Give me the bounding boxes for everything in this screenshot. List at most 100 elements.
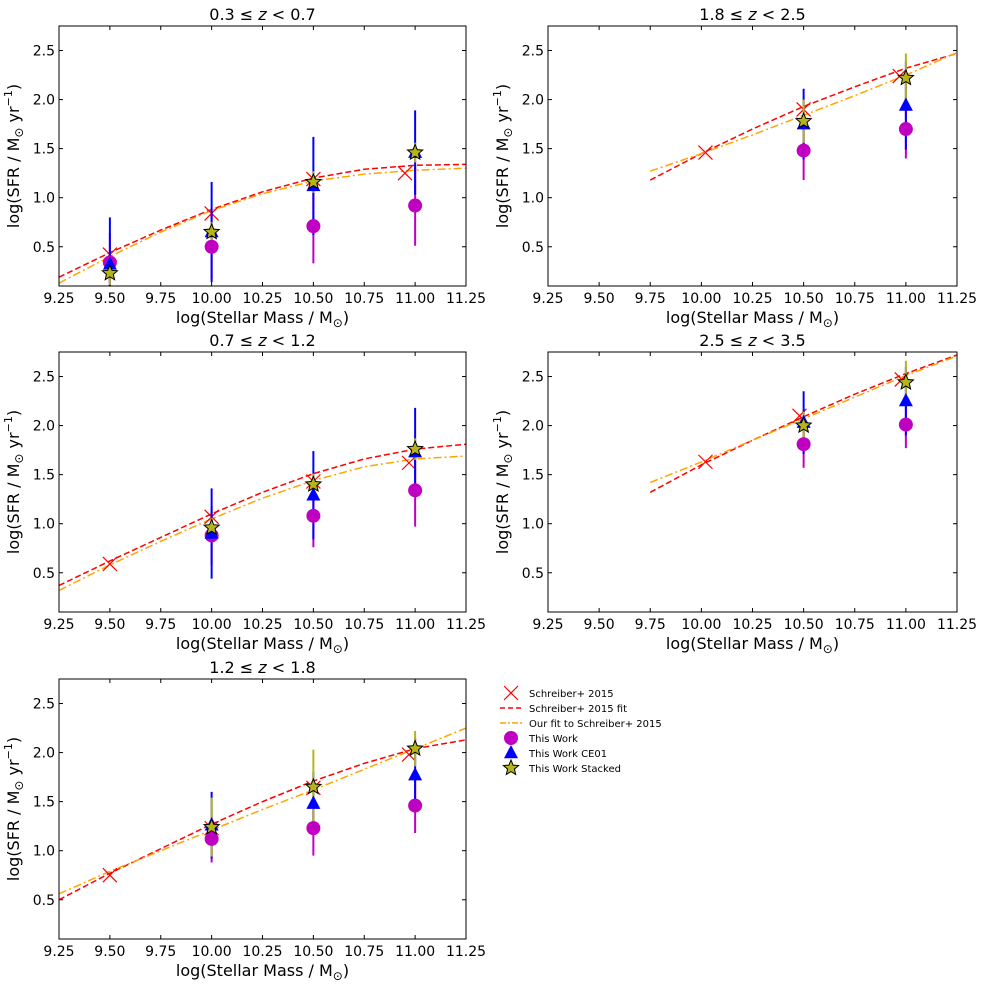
y-tick-label: 2.5 <box>522 44 544 60</box>
x-tick-label: 10.75 <box>344 291 384 307</box>
solar-subscript: ⊙ <box>501 454 515 464</box>
x-tick-label: 10.00 <box>192 291 232 307</box>
x-axis-label-close: ) <box>833 308 839 327</box>
title-suffix: < 1.2 <box>267 331 316 350</box>
x-tick-label: 11.25 <box>937 291 977 307</box>
x-axis-label: log(Stellar Mass / M⊙) <box>176 961 349 983</box>
y-tick-label: 2.0 <box>522 93 544 109</box>
title-prefix: 1.8 ≤ <box>699 5 748 24</box>
x-tick-label: 10.75 <box>344 617 384 633</box>
y-axis-label-text: log(SFR / M <box>493 464 512 554</box>
schreiber-point <box>698 145 713 160</box>
solar-subscript: ⊙ <box>823 316 833 330</box>
title-variable: z <box>747 5 757 24</box>
title-suffix: < 3.5 <box>757 331 806 350</box>
stacked-point <box>304 777 323 795</box>
y-axis-label-text: log(SFR / M <box>4 138 23 228</box>
x-tick-label: 9.75 <box>145 617 176 633</box>
y-tick-label: 1.0 <box>33 844 55 860</box>
y-tick-label: 0.5 <box>33 240 55 256</box>
legend-item-our-fit: Our fit to Schreiber+ 2015 <box>500 719 662 730</box>
y-tick-label: 1.0 <box>33 191 55 207</box>
panel-title: 0.7 ≤ z < 1.2 <box>209 331 315 350</box>
x-tick-label: 10.75 <box>835 617 875 633</box>
y-axis-label-unit: yr <box>4 106 23 128</box>
title-suffix: < 1.8 <box>267 658 316 677</box>
x-tick-label: 10.50 <box>293 291 333 307</box>
x-tick-label: 11.00 <box>886 291 926 307</box>
x-tick-label: 10.50 <box>784 291 824 307</box>
y-tick-label: 2.0 <box>33 419 55 435</box>
y-axis-label-exponent: −1 <box>491 90 504 106</box>
y-axis-label-exponent: −1 <box>2 743 15 759</box>
x-tick-label: 9.75 <box>145 291 176 307</box>
solar-subscript: ⊙ <box>12 454 26 464</box>
x-axis-label-text: log(Stellar Mass / M <box>176 308 333 327</box>
x-tick-label: 9.25 <box>43 617 74 633</box>
stacked-point <box>406 143 424 161</box>
this-work-point <box>306 219 321 234</box>
panel-title: 1.2 ≤ z < 1.8 <box>209 658 315 677</box>
this-work-point <box>796 437 811 452</box>
x-tick-label: 10.00 <box>192 617 232 633</box>
solar-subscript: ⊙ <box>333 316 343 330</box>
stacked-point <box>202 817 221 835</box>
x-axis-label-close: ) <box>343 308 349 327</box>
axes-frame <box>58 678 467 940</box>
x-axis-label-close: ) <box>833 634 839 653</box>
legend-label: This Work Stacked <box>528 764 621 775</box>
x-tick-label: 9.75 <box>635 617 666 633</box>
y-tick-label: 0.5 <box>33 893 55 909</box>
stacked-point <box>304 172 323 190</box>
y-axis-label-exponent: −1 <box>491 416 504 432</box>
this-work-point <box>408 483 423 498</box>
panel-title: 2.5 ≤ z < 3.5 <box>699 331 805 350</box>
ce01-point <box>898 393 913 407</box>
this-work-point <box>796 143 811 158</box>
solar-subscript: ⊙ <box>333 642 343 656</box>
x-tick-label: 9.75 <box>635 291 666 307</box>
y-axis-label: log(SFR / M⊙ yr−1) <box>2 410 26 554</box>
plot-area <box>59 110 466 286</box>
x-axis-label-close: ) <box>343 961 349 980</box>
y-axis-label-close: ) <box>4 84 23 90</box>
solar-subscript: ⊙ <box>823 642 833 656</box>
y-axis-label-text: log(SFR / M <box>493 138 512 228</box>
x-axis-label-text: log(Stellar Mass / M <box>176 961 333 980</box>
x-tick-label: 10.00 <box>681 291 721 307</box>
stacked-point <box>794 416 813 434</box>
title-prefix: 0.3 ≤ <box>209 5 258 24</box>
x-tick-label: 11.00 <box>395 944 435 960</box>
y-tick-label: 2.0 <box>522 419 544 435</box>
ce01-point <box>102 256 117 270</box>
schreiber-point <box>102 867 118 883</box>
schreiber-fit-line <box>59 443 466 587</box>
stacked-point <box>897 68 915 86</box>
legend-label: Schreiber+ 2015 fit <box>529 704 627 715</box>
x-tick-label: 11.25 <box>446 291 486 307</box>
y-axis-label: log(SFR / M⊙ yr−1) <box>2 84 26 228</box>
stacked-point <box>406 439 424 457</box>
x-tick-label: 11.25 <box>937 617 977 633</box>
legend-item-this-work-ce01: This Work CE01 <box>504 744 607 760</box>
y-axis-label-close: ) <box>4 410 23 416</box>
ce01-point <box>306 795 321 809</box>
axes-frame <box>58 25 467 287</box>
legend: Schreiber+ 2015 Schreiber+ 2015 fit Our fi… <box>500 685 662 776</box>
panel-4: 2.5 ≤ z < 3.5 9.25 9.50 9.75 10.00 10.25 10.50… <box>491 331 977 656</box>
solar-subscript: ⊙ <box>333 969 343 983</box>
legend-label: Schreiber+ 2015 <box>529 689 614 700</box>
stacked-point <box>101 263 119 281</box>
stacked-point <box>202 222 221 240</box>
title-variable: z <box>257 331 267 350</box>
x-tick-label: 10.50 <box>293 944 333 960</box>
x-axis-label: log(Stellar Mass / M⊙) <box>176 634 349 656</box>
x-axis-label-text: log(Stellar Mass / M <box>666 308 823 327</box>
y-tick-label: 0.5 <box>522 240 544 256</box>
plot-area <box>59 727 466 901</box>
this-work-point <box>306 821 321 836</box>
x-axis-label: log(Stellar Mass / M⊙) <box>666 634 839 656</box>
y-tick-label: 2.5 <box>522 370 544 386</box>
x-axis-label-text: log(Stellar Mass / M <box>176 634 333 653</box>
